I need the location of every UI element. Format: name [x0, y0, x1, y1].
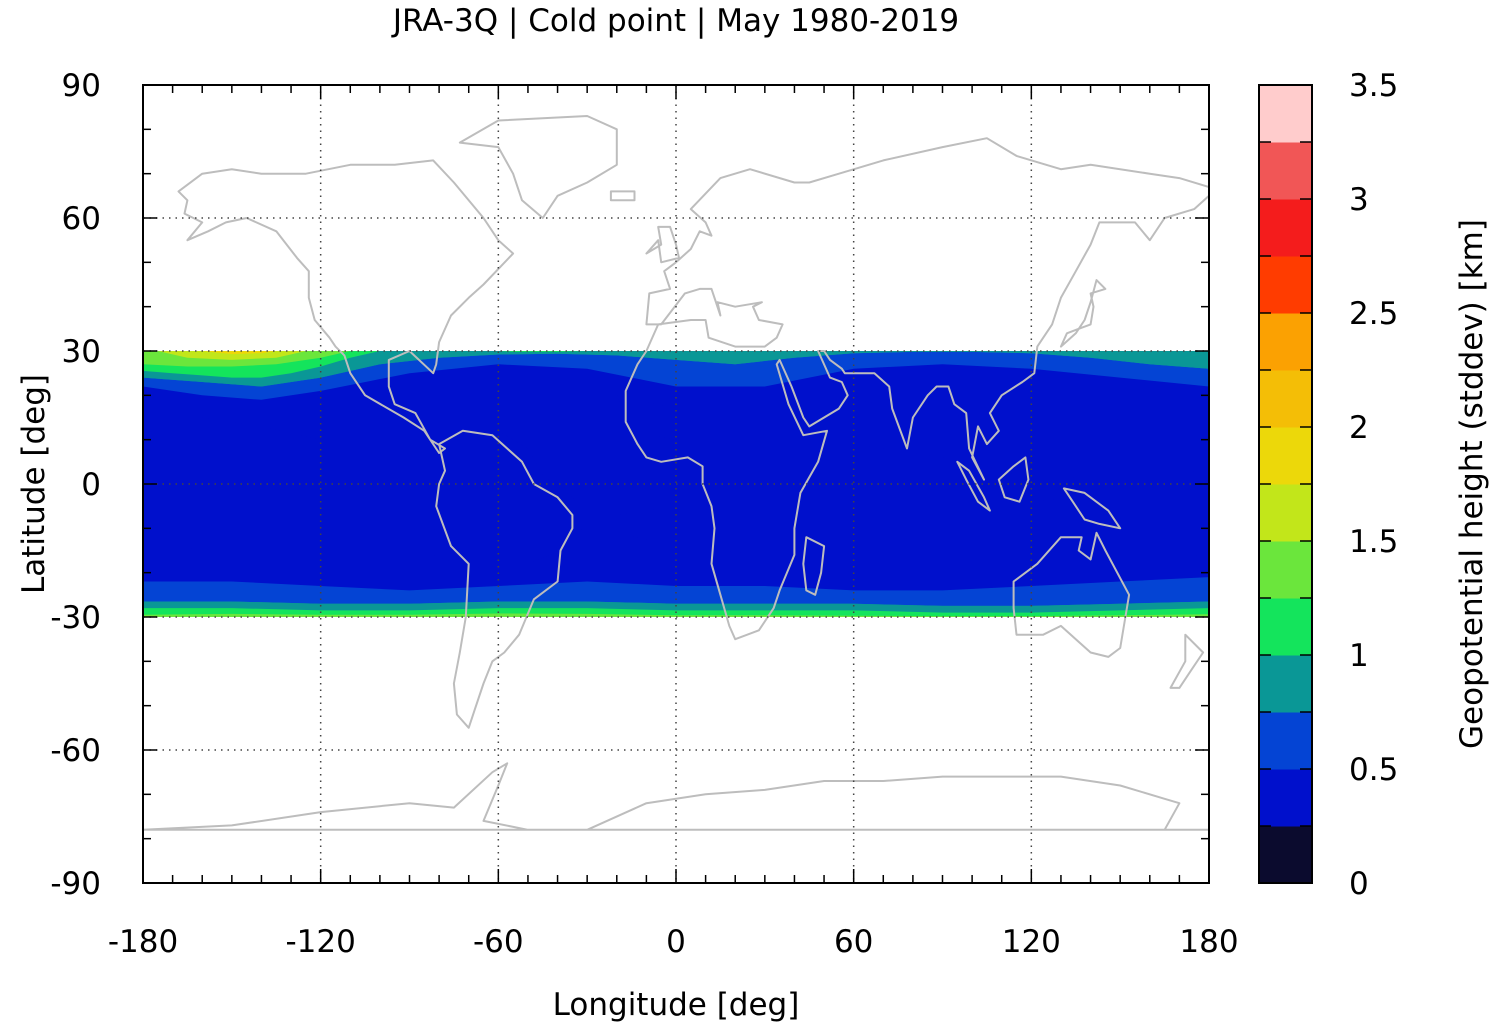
- colorbar-tick-label: 3.5: [1349, 68, 1398, 104]
- y-tick-label: -90: [50, 866, 101, 902]
- colorbar-level-13: [1259, 85, 1312, 143]
- colorbar-level-10: [1259, 256, 1312, 314]
- plot-area: [142, 84, 1210, 884]
- colorbar-tick-label: 0.5: [1349, 752, 1398, 788]
- coastline-madagascar: [802, 536, 826, 596]
- field-band-north-top-1: [143, 351, 1209, 387]
- coastline-south-america: [435, 429, 574, 729]
- coastline-british-isles: [645, 225, 680, 264]
- x-tick-label: 60: [834, 924, 873, 960]
- coastline-new-zealand: [1169, 633, 1205, 689]
- grid-lines: [143, 85, 1209, 883]
- coastline-iceland: [609, 190, 636, 202]
- coastline-australia: [1012, 531, 1131, 658]
- colorbar-level-6: [1259, 484, 1312, 542]
- y-tick-labels: 90 60 30 0 -30 -60 -90: [50, 68, 101, 902]
- field-low-pacific-low: [143, 413, 484, 551]
- colorbar-level-8: [1259, 370, 1312, 428]
- y-tick-label: 60: [62, 201, 101, 237]
- colorbar-level-11: [1259, 199, 1312, 257]
- coastline-antarctica: [143, 762, 1209, 831]
- colorbar-tick-label: 1.5: [1349, 524, 1398, 560]
- x-tick-label: -180: [108, 924, 178, 960]
- x-tick-label: -60: [473, 924, 524, 960]
- colorbar-tick-label: 2: [1349, 410, 1369, 446]
- colorbar-level-12: [1259, 142, 1312, 200]
- x-axis-label: Longitude [deg]: [553, 987, 800, 1023]
- colorbar-level-1: [1259, 769, 1312, 827]
- x-tick-label: 120: [1002, 924, 1061, 960]
- x-tick-label: -120: [285, 924, 355, 960]
- field-low-north-atlantic-india-low: [616, 395, 1209, 480]
- colorbar-level-0: [1259, 826, 1312, 884]
- colorbar-tick-label: 3: [1349, 182, 1369, 218]
- field-low-south-america-low: [433, 430, 588, 569]
- coastline-japan: [1059, 279, 1107, 348]
- x-tick-labels: -180 -120 -60 0 60 120 180: [108, 924, 1239, 960]
- colorbar-level-4: [1259, 598, 1312, 656]
- coastline-new-guinea: [1062, 487, 1122, 530]
- field-low-southern-indian-low: [616, 492, 1209, 564]
- coastline-borneo: [997, 456, 1030, 503]
- colorbar-tick-label: 2.5: [1349, 296, 1398, 332]
- x-tick-label: 0: [666, 924, 686, 960]
- coastlines: [143, 115, 1209, 831]
- chart-title: JRA-3Q | Cold point | May 1980-2019: [391, 3, 959, 39]
- y-tick-label: 30: [62, 334, 101, 370]
- y-axis-label: Latitude [deg]: [16, 374, 52, 594]
- x-tick-label: 180: [1179, 924, 1238, 960]
- field-band-north-0: [143, 351, 1209, 400]
- plot-frame: [142, 84, 1210, 884]
- colorbar-tick-labels: 0 0.5 1 1.5 2 2.5 3 3.5: [1349, 68, 1398, 902]
- colorbar-level-9: [1259, 313, 1312, 371]
- colorbar: 0 0.5 1 1.5 2 2.5 3 3.5 Geopotential height (st…: [1258, 68, 1490, 902]
- field-band-south-top-3: [143, 613, 1209, 617]
- colorbar-level-7: [1259, 427, 1312, 485]
- y-tick-label: -30: [50, 600, 101, 636]
- colorbar-label: Geopotential height (stddev) [km]: [1454, 219, 1490, 749]
- colorbar-tick-label: 1: [1349, 638, 1369, 674]
- colorbar-level-5: [1259, 541, 1312, 599]
- coastline-sumatra: [956, 460, 991, 512]
- y-tick-label: 0: [81, 467, 101, 503]
- colorbar-levels: [1259, 85, 1312, 884]
- coastline-eurasia-africa: [624, 137, 1209, 641]
- colorbar-level-3: [1259, 655, 1312, 713]
- colorbar-level-2: [1259, 712, 1312, 770]
- colorbar-frame: [1258, 84, 1313, 884]
- y-tick-label: 90: [62, 68, 101, 104]
- field-band-north-top-5: [143, 351, 1209, 355]
- y-tick-label: -60: [50, 733, 101, 769]
- coastline-north-america: [177, 159, 515, 454]
- colorbar-tick-label: 0: [1349, 866, 1369, 902]
- axis-ticks: [142, 84, 1210, 884]
- coastline-greenland: [458, 115, 618, 219]
